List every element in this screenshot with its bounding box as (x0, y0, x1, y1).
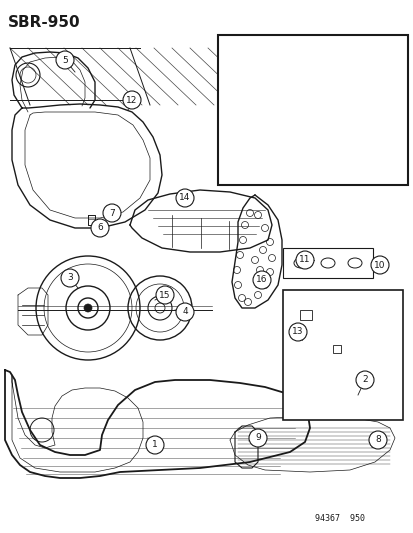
Text: 15: 15 (159, 290, 170, 300)
Text: 8: 8 (374, 435, 380, 445)
Text: 4: 4 (182, 308, 188, 317)
Text: 94367  950: 94367 950 (314, 514, 364, 523)
Circle shape (123, 91, 141, 109)
Circle shape (91, 219, 109, 237)
Circle shape (176, 189, 194, 207)
Bar (299, 310, 311, 320)
Circle shape (146, 436, 164, 454)
Circle shape (56, 51, 74, 69)
Circle shape (156, 286, 173, 304)
Circle shape (61, 269, 79, 287)
Text: SBR-950: SBR-950 (8, 15, 81, 30)
Circle shape (370, 256, 388, 274)
Bar (282, 290, 402, 420)
Circle shape (288, 323, 306, 341)
Text: 3: 3 (67, 273, 73, 282)
Text: 2: 2 (361, 376, 367, 384)
Text: 13: 13 (292, 327, 303, 336)
Text: 6: 6 (97, 223, 102, 232)
Circle shape (355, 371, 373, 389)
Bar (332, 345, 340, 353)
Text: 16: 16 (256, 276, 267, 285)
Text: 14: 14 (179, 193, 190, 203)
Text: 9: 9 (254, 433, 260, 442)
Text: 7: 7 (109, 208, 114, 217)
Bar (282, 248, 372, 278)
Text: 10: 10 (373, 261, 385, 270)
Circle shape (84, 304, 92, 312)
Text: 1: 1 (152, 440, 157, 449)
Text: 11: 11 (299, 255, 310, 264)
Circle shape (368, 431, 386, 449)
Circle shape (248, 429, 266, 447)
Text: 5: 5 (62, 55, 68, 64)
Circle shape (176, 303, 194, 321)
Circle shape (103, 204, 121, 222)
Circle shape (295, 251, 313, 269)
Circle shape (252, 271, 271, 289)
Bar (218, 35, 407, 185)
Text: 12: 12 (126, 95, 138, 104)
